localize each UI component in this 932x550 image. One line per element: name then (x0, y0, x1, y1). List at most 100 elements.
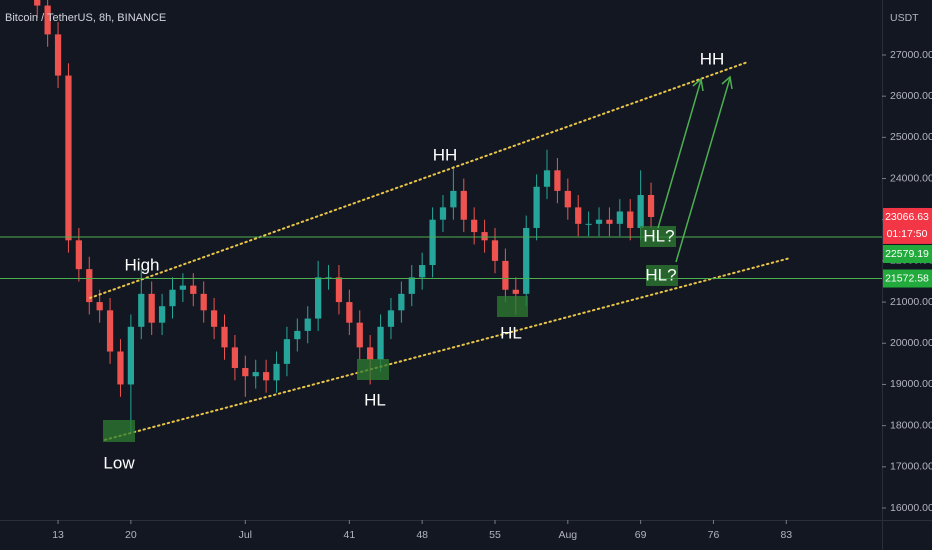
candle-body (606, 219, 613, 224)
candle-body (304, 318, 311, 331)
x-tick-label: 13 (52, 529, 64, 541)
candle-body (242, 367, 249, 377)
candle-body (273, 363, 280, 381)
candle-body (554, 170, 561, 191)
highlight-box (497, 296, 528, 317)
candle-body (65, 75, 72, 241)
candle-body (158, 306, 166, 323)
candle-body (117, 351, 124, 385)
candle-body (408, 277, 415, 294)
candle-body (367, 347, 374, 360)
y-tick-label: 24000.00 (890, 172, 932, 184)
candle-body (533, 186, 540, 228)
candle-body (637, 195, 644, 228)
price-label-box (883, 207, 932, 244)
candle-body (429, 219, 436, 266)
price-label-box (883, 269, 932, 288)
candle-body (647, 195, 655, 217)
candle-body (138, 293, 145, 327)
candle-body (231, 347, 239, 368)
candle-body (616, 211, 623, 224)
annotation: HL (500, 323, 522, 342)
x-tick-label: 48 (416, 529, 428, 541)
candle-body (356, 322, 363, 348)
y-axis-label: USDT (890, 12, 919, 24)
candle-body (377, 326, 384, 360)
annotation: Low (103, 453, 135, 472)
candle-body (595, 219, 603, 224)
arrows (657, 75, 733, 263)
candle-body (34, 0, 41, 6)
candle-body (585, 223, 592, 225)
candle-body (491, 240, 499, 261)
highlight-box (103, 420, 135, 442)
x-tick-label: 76 (708, 529, 720, 541)
annotation: HL? (645, 265, 676, 284)
candle-body (335, 277, 343, 303)
x-tick-label: 83 (780, 529, 792, 541)
candle-body (169, 289, 176, 307)
y-tick-label: 20000.00 (890, 337, 932, 349)
candle-body (86, 269, 93, 303)
candle-body (523, 227, 530, 294)
candle-body (283, 339, 291, 364)
annotation: HL (364, 390, 386, 409)
candle-body (471, 219, 478, 233)
candle-body (252, 372, 259, 377)
trendline (103, 256, 792, 441)
candle-body (387, 310, 395, 327)
candle-body (200, 293, 207, 311)
x-tick-label: 41 (344, 529, 356, 541)
y-tick-label: 18000.00 (890, 419, 932, 431)
candle-body (190, 285, 197, 294)
candle-body (543, 170, 551, 187)
highlight-boxes (103, 226, 678, 442)
candle-body (148, 293, 155, 323)
candle-body (127, 326, 134, 385)
candle-body (179, 285, 187, 290)
candle-body (315, 277, 322, 319)
candle-body (575, 207, 582, 224)
annotation: High (125, 255, 160, 274)
y-tick-label: 17000.00 (890, 461, 932, 473)
candle-body (75, 240, 82, 270)
candle-body (398, 293, 405, 311)
highlight-box (357, 359, 389, 380)
candle-body (262, 372, 270, 381)
candle-body (460, 190, 467, 220)
x-tick-label: 55 (489, 529, 501, 541)
candle-body (564, 190, 571, 208)
candle-body (346, 302, 353, 323)
price-label-box (883, 244, 932, 263)
highlight-box (646, 265, 678, 286)
y-tick-label: 25000.00 (890, 131, 932, 143)
candle-body (210, 310, 218, 327)
price-label: 21572.58 (885, 272, 929, 284)
candle-body (221, 326, 228, 348)
y-tick-label: 21000.00 (890, 296, 932, 308)
price-label: 22579.19 (885, 248, 929, 260)
arrow (675, 77, 731, 263)
trendline (88, 60, 749, 299)
annotation: HH (433, 145, 458, 164)
candle-body (419, 265, 426, 278)
y-tick-label: 16000.00 (890, 502, 932, 514)
annotation: HH (700, 49, 725, 68)
candle-body (439, 207, 447, 220)
candle-body (106, 310, 114, 352)
y-tick-label: 27000.00 (890, 49, 932, 61)
candle-body (294, 330, 301, 340)
price-label: 23066.63 (885, 211, 929, 223)
candle-body (502, 260, 509, 290)
x-tick-label: 20 (125, 529, 137, 541)
annotation: HL? (643, 226, 674, 245)
highlight-box (640, 226, 676, 247)
candle-body (44, 5, 51, 35)
candle-body (512, 289, 519, 294)
levels (0, 60, 882, 441)
candles (34, 0, 655, 434)
arrow (657, 79, 702, 229)
candle-body (325, 277, 332, 279)
